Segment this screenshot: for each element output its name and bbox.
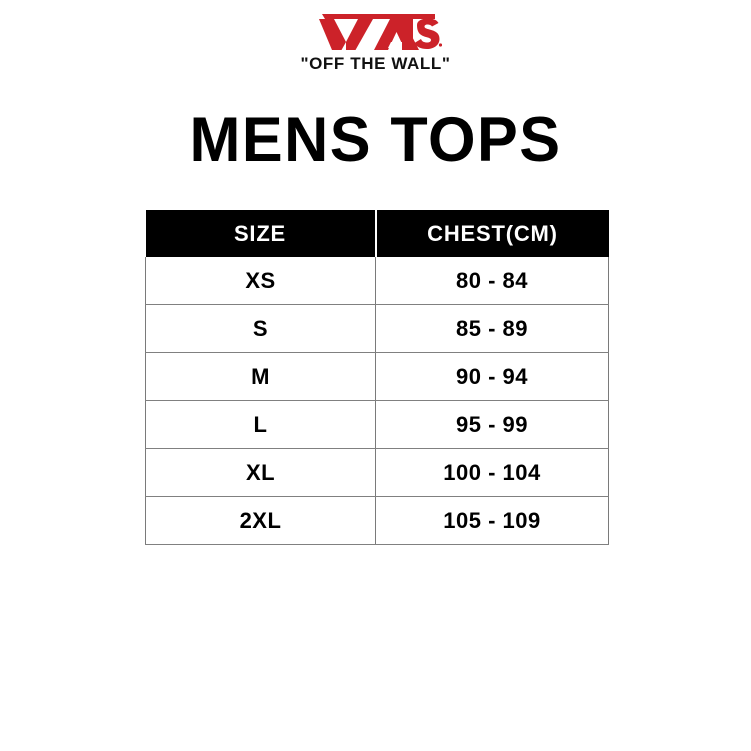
cell-chest: 90 - 94 xyxy=(375,352,609,401)
cell-chest: 105 - 109 xyxy=(375,496,609,545)
table-row: 2XL 105 - 109 xyxy=(145,496,609,545)
table-header-row: SIZE CHEST(CM) xyxy=(145,210,609,257)
cell-chest: 100 - 104 xyxy=(375,448,609,497)
cell-chest: 95 - 99 xyxy=(375,400,609,449)
size-chart-table-container: SIZE CHEST(CM) XS 80 - 84 S 85 - 89 M 90… xyxy=(145,210,609,545)
table-row: L 95 - 99 xyxy=(145,400,609,449)
table-row: XS 80 - 84 xyxy=(145,257,609,305)
table-row: S 85 - 89 xyxy=(145,304,609,353)
cell-size: M xyxy=(145,352,376,401)
cell-chest: 85 - 89 xyxy=(375,304,609,353)
cell-size: 2XL xyxy=(145,496,376,545)
table-body: XS 80 - 84 S 85 - 89 M 90 - 94 L 95 - 99… xyxy=(145,257,609,545)
page-title: MENS TOPS xyxy=(189,105,562,175)
cell-chest: 80 - 84 xyxy=(375,257,609,305)
cell-size: S xyxy=(145,304,376,353)
cell-size: XS xyxy=(145,257,376,305)
cell-size: L xyxy=(145,400,376,449)
brand-header: "OFF THE WALL" xyxy=(0,14,751,72)
column-header-chest: CHEST(CM) xyxy=(375,210,609,257)
table-header: SIZE CHEST(CM) xyxy=(145,210,609,257)
cell-size: XL xyxy=(145,448,376,497)
table-row: XL 100 - 104 xyxy=(145,448,609,497)
vans-logo xyxy=(318,14,442,50)
table-row: M 90 - 94 xyxy=(145,352,609,401)
column-header-size: SIZE xyxy=(145,210,377,257)
brand-tagline: "OFF THE WALL" xyxy=(300,54,451,73)
size-chart-table: SIZE CHEST(CM) XS 80 - 84 S 85 - 89 M 90… xyxy=(145,210,609,545)
